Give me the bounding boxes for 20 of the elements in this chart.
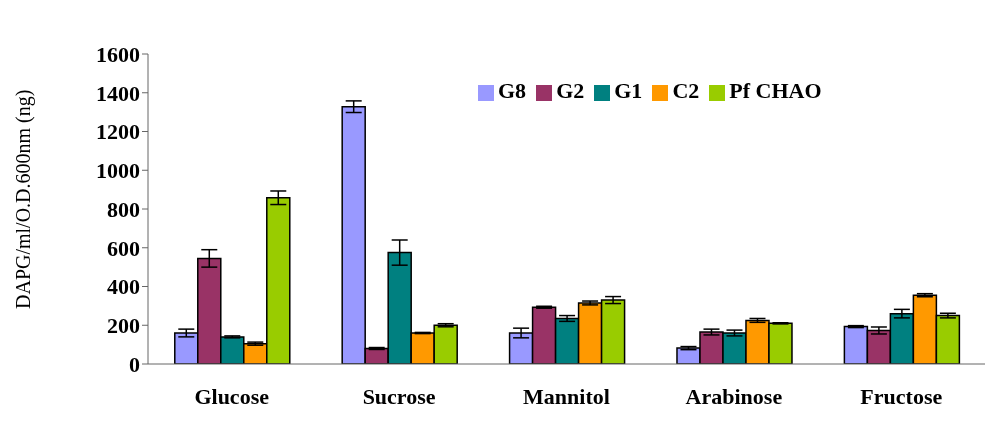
y-tick-label: 1600 bbox=[96, 41, 140, 67]
legend-label: C2 bbox=[672, 78, 700, 103]
x-tick-label: Glucose bbox=[194, 383, 270, 409]
y-tick-label: 1000 bbox=[96, 158, 140, 184]
y-axis-title: DAPG/ml/O.D.600nm (ng) bbox=[12, 89, 36, 309]
x-tick-label: Fructose bbox=[860, 383, 943, 409]
legend-label: Pf CHAO bbox=[729, 78, 822, 103]
legend-label: G2 bbox=[556, 78, 585, 103]
y-tick-label: 200 bbox=[107, 313, 140, 339]
legend-label: G8 bbox=[498, 78, 527, 103]
legend-label: G1 bbox=[614, 78, 643, 103]
x-tick-label: Sucrose bbox=[362, 383, 436, 409]
y-tick-label: 0 bbox=[129, 351, 140, 377]
y-tick-label: 800 bbox=[107, 196, 140, 222]
y-tick-label: 1400 bbox=[96, 80, 140, 106]
x-tick-label: Mannitol bbox=[523, 383, 610, 409]
y-tick-label: 1200 bbox=[96, 119, 140, 145]
y-tick-label: 400 bbox=[107, 274, 140, 300]
x-tick-label: Arabinose bbox=[685, 383, 783, 409]
y-tick-label: 600 bbox=[107, 235, 140, 261]
